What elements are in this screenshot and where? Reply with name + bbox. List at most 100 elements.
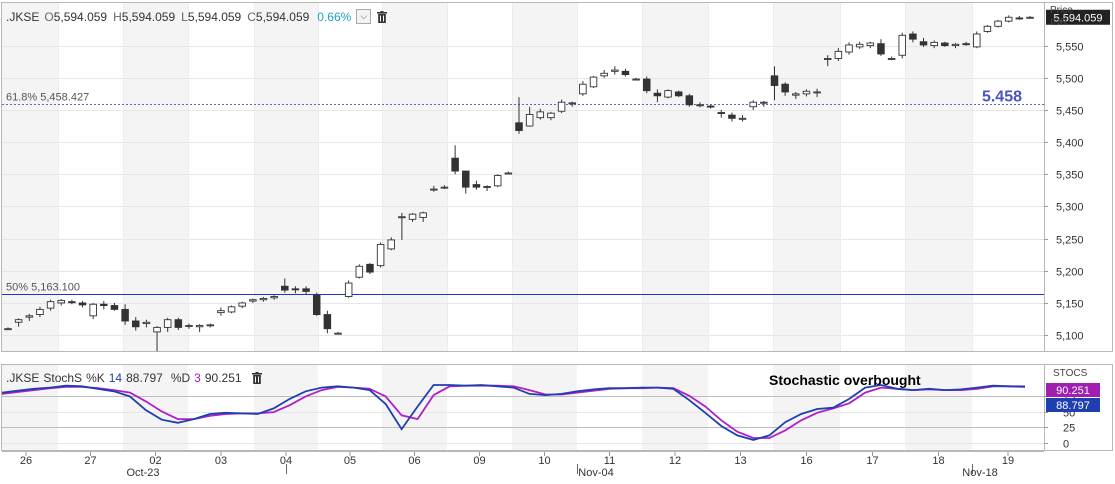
candle-body [462,170,470,188]
candle-body [344,282,353,297]
candle [270,295,278,300]
price-tick-label: 5,200 [1056,267,1084,279]
candle-body [312,294,321,315]
candle [355,264,364,279]
stoch-tick-label: 25 [1063,423,1075,435]
candle-body [163,319,172,328]
candle-body [323,314,332,330]
candle-body [717,112,726,114]
candle [600,70,608,78]
candle [770,66,779,101]
stoch-d-period: 3 [194,371,201,385]
candle [430,185,438,192]
chevron-down-icon[interactable]: ⌵ [356,9,372,24]
candle-body [36,308,44,315]
candle [930,40,938,49]
candle [46,299,55,311]
trash-icon[interactable] [251,372,262,384]
candle-body [217,310,225,314]
candle [227,305,236,314]
candle [834,48,843,62]
close-value: 5,594.059 [255,9,310,24]
candle [802,89,811,97]
low-value: 5,594.059 [187,9,242,24]
trash-icon[interactable] [377,10,388,23]
candle [78,301,87,308]
candle-body [568,102,576,105]
stoch-band [382,365,447,450]
time-tick-label: 03 [215,455,227,467]
stoch-symbol: .JKSE [6,371,40,385]
candle-body [738,117,747,120]
candle-body [760,101,768,104]
weekday-band [642,3,708,351]
last-price-text: 5,594.059 [1054,12,1103,24]
candle-body [270,296,278,299]
candle [57,299,65,306]
candle-body [14,319,23,323]
low-label: L [181,9,188,24]
candle-body [877,43,885,55]
candle [451,145,459,175]
candle-body [887,58,896,60]
candle [621,68,630,77]
price-tick-label: 5,350 [1056,170,1084,182]
stochastic-annotation: Stochastic overbought [769,372,921,388]
candle-body [525,113,534,127]
candle [398,212,406,240]
candle [344,280,353,298]
candle [291,286,300,294]
candle [25,313,34,321]
candle [14,318,23,327]
candle-body [834,50,843,59]
candle-body [238,302,246,307]
candle [611,66,619,75]
candle [557,99,566,114]
candle [110,302,119,311]
candle-body [398,216,406,219]
candle-body [185,325,193,327]
candle [568,101,576,107]
candle-body [25,315,34,318]
candle-body [983,25,992,32]
stoch-tick-label: 0 [1063,439,1069,451]
stoch-band [642,365,708,450]
time-tick-label: 18 [932,455,944,467]
candle-body [855,43,864,48]
candle-body [941,42,949,47]
candle [728,112,736,122]
candle [419,211,427,222]
stoch-legend: .JKSE StochS %K 14 88.797 %D 3 90.251 [6,371,262,385]
candle [515,97,523,134]
candle [249,298,257,303]
candle-body [898,34,907,56]
time-tick-label: 09 [473,455,485,467]
candle [1004,15,1013,23]
candle-body [515,122,523,131]
candle-body [46,301,55,309]
candle [206,323,215,328]
high-value: 5,594.059 [121,9,176,24]
candle-body [440,186,449,189]
candle-body [621,70,630,76]
candle [1026,16,1034,19]
candle-body [589,76,598,88]
time-tick-label: 05 [344,455,356,467]
candle [504,171,513,175]
stoch-d-badge [1046,383,1100,397]
candle [813,88,821,98]
weekday-band [2,3,58,351]
close-label: C [247,9,256,24]
candle-body [674,91,683,97]
candle [898,32,907,59]
candle [951,43,960,49]
candle-body [334,332,342,335]
candle-body [557,101,566,112]
candle [281,278,289,293]
candle [706,104,715,109]
candle [674,90,683,98]
stoch-d-value: 90.251 [204,371,242,385]
weekday-band [123,3,188,351]
candle-body [408,213,417,220]
